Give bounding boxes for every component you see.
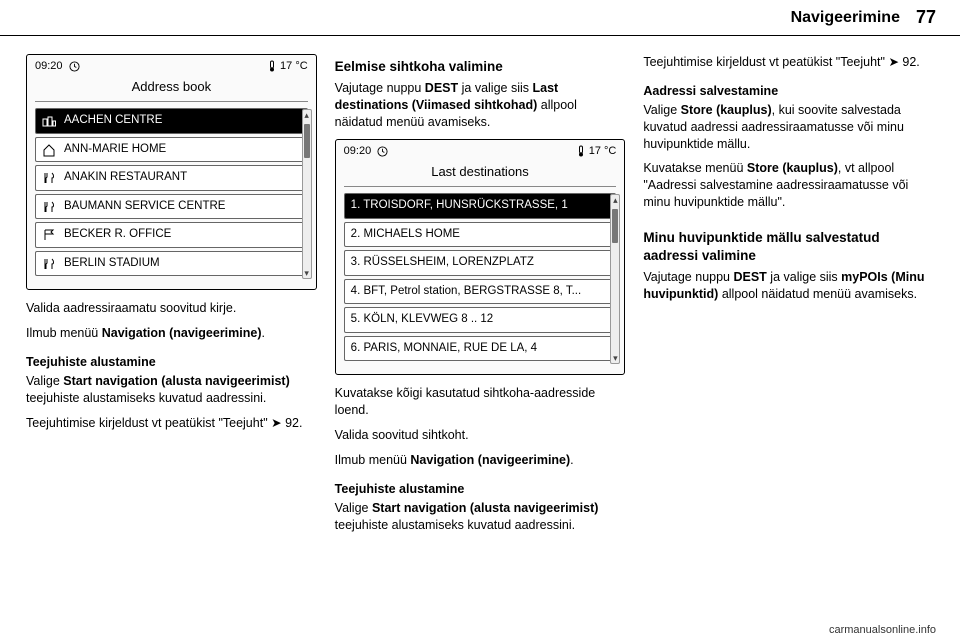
fork-knife-icon (42, 258, 56, 270)
body-text: Valida aadressiraamatu soovitud kirje. (26, 300, 317, 317)
home-icon (42, 143, 56, 157)
list-item[interactable]: ANAKIN RESTAURANT (35, 165, 308, 191)
scrollbar[interactable]: ▴ ▾ (302, 109, 312, 279)
reference-arrow-icon: ➤ (888, 55, 902, 69)
body-text: Valige Start navigation (alusta navigeer… (335, 500, 626, 534)
body-text: Ilmub menüü Navigation (navigeerimine). (26, 325, 317, 342)
body-text: Teejuhtimise kirjeldust vt peatükist "Te… (26, 415, 317, 432)
body-text: Ilmub menüü Navigation (navigeerimine). (335, 452, 626, 469)
column-1: 09:20 17 °C Address book AACHEN CENTRE AN… (26, 54, 317, 606)
last-destinations-screenshot: 09:20 17 °C Last destinations 1. TROISDO… (335, 139, 626, 375)
fork-knife-icon (42, 201, 56, 213)
list-item[interactable]: 4. BFT, Petrol station, BERGSTRASSE 8, T… (344, 279, 617, 305)
list-item-label: BAUMANN SERVICE CENTRE (64, 199, 225, 215)
temp-value: 17 °C (589, 144, 617, 159)
clock-icon (69, 61, 80, 72)
body-text: Valige Start navigation (alusta navigeer… (26, 373, 317, 407)
column-2: Eelmise sihtkoha valimine Vajutage nuppu… (335, 54, 626, 606)
list-item-label: BECKER R. OFFICE (64, 227, 171, 243)
list-item[interactable]: BERLIN STADIUM (35, 251, 308, 277)
list-item-label: AACHEN CENTRE (64, 113, 162, 129)
subheading: Aadressi salvestamine (643, 83, 934, 100)
scrollbar[interactable]: ▴ ▾ (610, 194, 620, 364)
list-item-label: ANAKIN RESTAURANT (64, 170, 187, 186)
list-item[interactable]: 5. KÖLN, KLEVWEG 8 .. 12 (344, 307, 617, 333)
scroll-down-arrow[interactable]: ▾ (303, 267, 311, 279)
list-item-label: 2. MICHAELS HOME (351, 227, 460, 243)
city-icon (42, 115, 56, 127)
device-title: Address book (35, 76, 308, 103)
list-item[interactable]: AACHEN CENTRE (35, 108, 308, 134)
list-item-label: ANN-MARIE HOME (64, 142, 166, 158)
list-item[interactable]: 6. PARIS, MONNAIE, RUE DE LA, 4 (344, 336, 617, 362)
list-item[interactable]: 3. RÜSSELSHEIM, LORENZPLATZ (344, 250, 617, 276)
body-text: Valida soovitud sihtkoht. (335, 427, 626, 444)
subheading: Teejuhiste alustamine (335, 481, 626, 498)
scroll-up-arrow[interactable]: ▴ (303, 109, 311, 121)
reference-arrow-icon: ➤ (271, 416, 285, 430)
body-text: Kuvatakse kõigi kasutatud sihtkoha-aadre… (335, 385, 626, 419)
scroll-thumb[interactable] (612, 209, 618, 243)
temp-icon (268, 60, 276, 72)
list-item-label: BERLIN STADIUM (64, 256, 160, 272)
flag-icon (42, 229, 56, 241)
list-item[interactable]: BECKER R. OFFICE (35, 222, 308, 248)
body-text: Teejuhtimise kirjeldust vt peatükist "Te… (643, 54, 934, 71)
footer-url: carmanualsonline.info (829, 624, 936, 636)
list-item-label: 6. PARIS, MONNAIE, RUE DE LA, 4 (351, 341, 537, 357)
body-text: Vajutage nuppu DEST ja valige siis Last … (335, 80, 626, 131)
list-item[interactable]: 1. TROISDORF, HUNSRÜCKSTRASSE, 1 (344, 193, 617, 219)
address-book-screenshot: 09:20 17 °C Address book AACHEN CENTRE AN… (26, 54, 317, 290)
column-3: Teejuhtimise kirjeldust vt peatükist "Te… (643, 54, 934, 606)
scroll-thumb[interactable] (304, 124, 310, 158)
clock-time: 09:20 (344, 144, 372, 159)
body-text: Vajutage nuppu DEST ja valige siis myPOI… (643, 269, 934, 303)
list-item[interactable]: 2. MICHAELS HOME (344, 222, 617, 248)
header-page-number: 77 (916, 7, 936, 28)
list-item-label: 1. TROISDORF, HUNSRÜCKSTRASSE, 1 (351, 198, 568, 214)
temp-value: 17 °C (280, 59, 308, 74)
list-item-label: 4. BFT, Petrol station, BERGSTRASSE 8, T… (351, 284, 582, 300)
scroll-down-arrow[interactable]: ▾ (611, 352, 619, 364)
list-item[interactable]: BAUMANN SERVICE CENTRE (35, 194, 308, 220)
subheading: Teejuhiste alustamine (26, 354, 317, 371)
header-section: Navigeerimine (791, 9, 900, 27)
fork-knife-icon (42, 172, 56, 184)
list-item-label: 3. RÜSSELSHEIM, LORENZPLATZ (351, 255, 534, 271)
scroll-up-arrow[interactable]: ▴ (611, 194, 619, 206)
device-title: Last destinations (344, 161, 617, 188)
temp-icon (577, 145, 585, 157)
subheading: Eelmise sihtkoha valimine (335, 58, 626, 76)
clock-icon (377, 146, 388, 157)
body-text: Valige Store (kauplus), kui soovite salv… (643, 102, 934, 153)
subheading: Minu huvipunktide mällu salvestatud aadr… (643, 229, 934, 265)
body-text: Kuvatakse menüü Store (kauplus), vt allp… (643, 160, 934, 211)
list-item-label: 5. KÖLN, KLEVWEG 8 .. 12 (351, 312, 494, 328)
list-item[interactable]: ANN-MARIE HOME (35, 137, 308, 163)
clock-time: 09:20 (35, 59, 63, 74)
